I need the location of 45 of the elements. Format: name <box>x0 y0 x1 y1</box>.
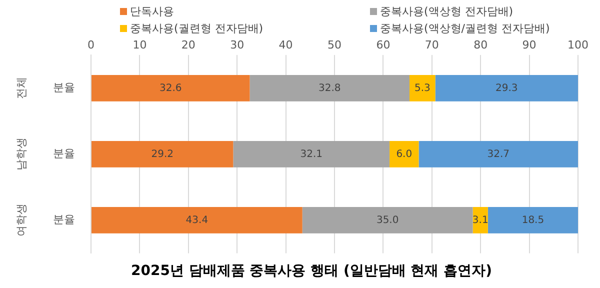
y-tick-label: 분율 <box>53 213 75 226</box>
bar <box>488 207 578 234</box>
legend-label: 단독사용 <box>130 5 174 18</box>
text: 전체 <box>14 77 28 100</box>
x-tick-label: 40 <box>278 38 293 52</box>
data-label: 6.0 <box>396 148 412 160</box>
bar <box>233 141 390 168</box>
data-label: 29.2 <box>151 148 174 160</box>
x-tick-label: 10 <box>132 38 147 52</box>
data-label: 18.5 <box>522 214 544 226</box>
y-tick-label: 분율 <box>53 147 75 160</box>
bar <box>302 207 473 234</box>
data-label: 32.1 <box>300 148 322 160</box>
data-label: 5.3 <box>414 82 430 94</box>
y-tick-label: 분율 <box>53 81 75 94</box>
data-label: 32.6 <box>160 82 182 94</box>
bar <box>92 141 234 168</box>
legend-label: 중복사용(액상형/궐련형 전자담배) <box>380 22 550 35</box>
legend-label: 중복사용(액상형 전자담배) <box>380 5 514 18</box>
x-tick-label: 80 <box>474 38 488 52</box>
x-tick-label: 100 <box>568 38 588 52</box>
x-tick-label: 30 <box>230 38 244 52</box>
bar <box>410 75 436 102</box>
text: 여학생 <box>14 204 28 237</box>
bar <box>250 75 410 102</box>
bar <box>435 75 578 102</box>
data-label: 32.7 <box>487 148 510 160</box>
data-label: 29.3 <box>496 82 518 94</box>
x-tick-label: 20 <box>181 38 196 52</box>
data-label: 32.8 <box>318 82 341 94</box>
bar <box>418 141 578 168</box>
text: 남학생 <box>14 138 28 171</box>
legend-label: 중복사용(궐련형 전자담배) <box>130 22 264 35</box>
bar <box>92 207 302 234</box>
bar <box>92 75 250 102</box>
bar <box>390 141 419 168</box>
data-label: 43.4 <box>186 214 208 226</box>
x-tick-label: 60 <box>376 38 390 52</box>
x-tick-label: 50 <box>328 38 342 52</box>
x-tick-label: 90 <box>522 38 536 52</box>
x-tick-label: 70 <box>424 38 439 52</box>
data-label: 3.1 <box>472 214 488 226</box>
x-tick-label: 0 <box>88 38 94 52</box>
data-label: 35.0 <box>376 214 399 226</box>
text: 2025년 담배제품 중복사용 행태 (일반담배 현재 흡연자) <box>130 263 492 280</box>
